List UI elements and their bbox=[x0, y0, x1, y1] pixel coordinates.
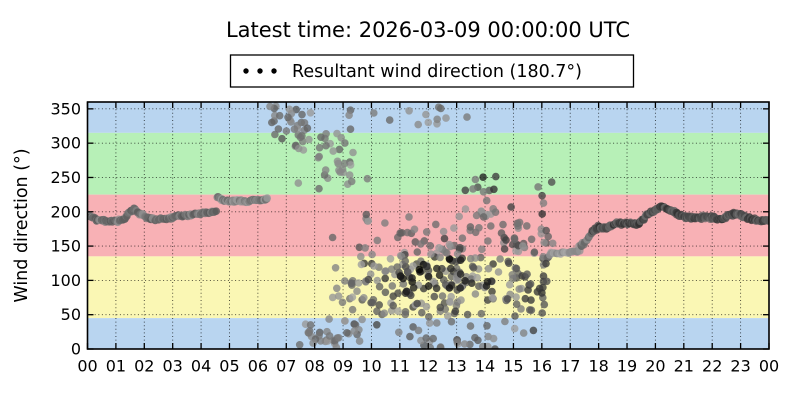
scatter-points bbox=[87, 102, 769, 349]
segment-pre-cloud bbox=[321, 233, 355, 346]
segment-rise-17h bbox=[575, 229, 596, 250]
y-tick-label: 0 bbox=[71, 340, 81, 359]
x-tick-label: 18 bbox=[588, 357, 608, 376]
y-axis-label: Wind direction (°) bbox=[12, 148, 32, 302]
x-tick-label: 00 bbox=[759, 357, 779, 376]
x-tick-label: 02 bbox=[134, 357, 154, 376]
x-tick-label: 21 bbox=[674, 357, 694, 376]
x-tick-label: 10 bbox=[361, 357, 381, 376]
segment-red-zone-scatter bbox=[362, 196, 536, 257]
x-tick-label: 13 bbox=[446, 357, 466, 376]
x-tick-label: 12 bbox=[418, 357, 438, 376]
x-tick-label: 23 bbox=[730, 357, 750, 376]
x-tick-label: 07 bbox=[276, 357, 296, 376]
y-tick-label: 200 bbox=[50, 202, 81, 221]
x-tick-label: 08 bbox=[304, 357, 324, 376]
x-tick-label: 05 bbox=[219, 357, 239, 376]
segment-flat-140-run bbox=[546, 247, 584, 259]
axis-ticks bbox=[86, 102, 770, 350]
segment-green-descending bbox=[314, 147, 372, 193]
segment-trail-late-south bbox=[588, 202, 769, 236]
segment-trail-southwest-step bbox=[213, 193, 272, 207]
y-tick-label: 250 bbox=[50, 168, 81, 187]
segment-dark-core-recent bbox=[396, 254, 492, 298]
x-tick-label: 03 bbox=[163, 357, 183, 376]
y-tick-label: 100 bbox=[50, 271, 81, 290]
y-tick-label: 300 bbox=[50, 134, 81, 153]
segment-low-northeast-1 bbox=[295, 315, 366, 349]
x-tick-label: 20 bbox=[645, 357, 665, 376]
x-tick-label: 09 bbox=[333, 357, 353, 376]
x-tick-label: 00 bbox=[77, 357, 97, 376]
x-tick-label: 19 bbox=[617, 357, 637, 376]
x-tick-label: 15 bbox=[503, 357, 523, 376]
y-tick-label: 150 bbox=[50, 237, 81, 256]
x-tick-label: 06 bbox=[248, 357, 268, 376]
gridlines bbox=[87, 102, 769, 349]
x-tick-label: 14 bbox=[475, 357, 495, 376]
x-tick-labels: 00 01 02 03 04 05 06 07 08 09 10 11 12 13 14 15 16 17 18 19… bbox=[77, 357, 779, 376]
legend-marker-dots-icon bbox=[243, 68, 277, 74]
segment-column-16h bbox=[534, 178, 557, 297]
legend: Resultant wind direction (180.7°) bbox=[229, 54, 635, 88]
x-tick-label: 16 bbox=[532, 357, 552, 376]
legend-label: Resultant wind direction (180.7°) bbox=[292, 62, 582, 82]
x-tick-label: 17 bbox=[560, 357, 580, 376]
segment-trail-early-south bbox=[87, 204, 221, 227]
chart-title: Latest time: 2026-03-09 00:00:00 UTC bbox=[226, 18, 630, 42]
direction-sector-bands bbox=[87, 102, 769, 349]
segment-green-midday-dark bbox=[461, 172, 500, 196]
y-tick-label: 50 bbox=[61, 305, 81, 324]
x-tick-label: 22 bbox=[702, 357, 722, 376]
segment-low-northeast-2 bbox=[395, 317, 509, 349]
segment-northwest-cluster bbox=[266, 102, 309, 154]
legend-box bbox=[229, 54, 635, 88]
x-tick-label: 11 bbox=[390, 357, 410, 376]
segment-top-sparse-midday bbox=[370, 103, 471, 129]
x-tick-label: 04 bbox=[191, 357, 211, 376]
y-tick-labels: 0 50 100 150 200 250 300 350 bbox=[50, 99, 81, 358]
x-tick-label: 01 bbox=[106, 357, 126, 376]
y-tick-label: 350 bbox=[50, 99, 81, 118]
